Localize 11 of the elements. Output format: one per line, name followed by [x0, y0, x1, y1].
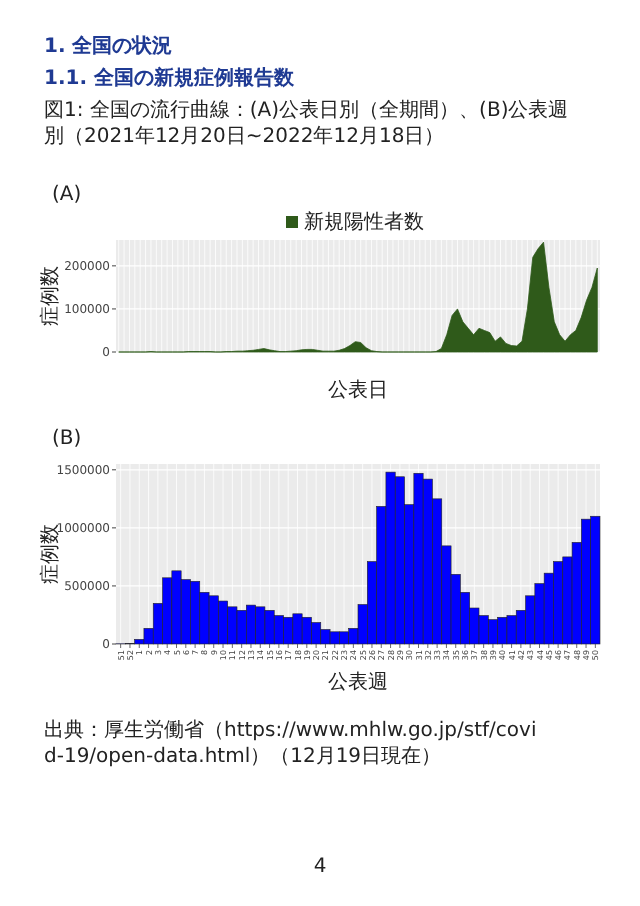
x-axis-title: 公表日: [328, 378, 388, 402]
text: 4: [313, 856, 327, 878]
caption: 図1: 全国の流行曲線：(A)公表日別（全期間）、(B)公表週別（2021年12月20日~2022年12月18日）: [44, 98, 569, 148]
chart-title: (B): [52, 428, 82, 450]
legend-label: 新規陽性者数: [304, 210, 424, 234]
text: 1. 全国の状況: [44, 34, 173, 58]
y-axis-title: 症例数: [38, 266, 62, 326]
chart-title: (A): [52, 184, 82, 206]
x-axis-title: 公表週: [328, 670, 388, 694]
source-note: 出典：厚生労働省（https://www.mhlw.go.jp/stf/covid-19/open-data.html）（12月19日現在）: [44, 718, 537, 768]
text: 1.1. 全国の新規症例報告数: [44, 66, 296, 90]
